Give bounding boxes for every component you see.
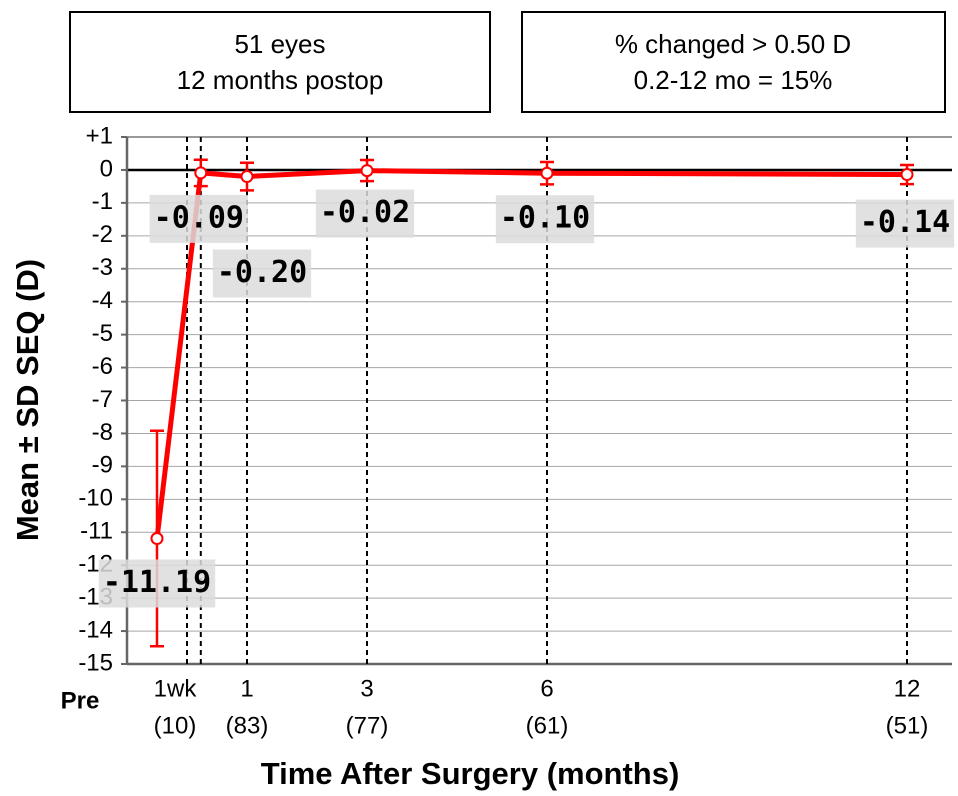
value-label-bg xyxy=(855,199,955,248)
point xyxy=(150,532,164,546)
point xyxy=(540,166,554,180)
y-tick-label: -1 xyxy=(92,188,113,215)
value-label: -0.09 xyxy=(154,200,244,235)
value-label: -0.10 xyxy=(500,201,590,236)
y-tick-label: -6 xyxy=(92,353,113,380)
x-tick-label: 3 xyxy=(360,675,373,702)
value-label-bg xyxy=(149,194,248,243)
x-tick-label: 1 xyxy=(240,675,253,702)
value-label-bg xyxy=(495,195,595,244)
y-tick-label: -2 xyxy=(92,221,113,248)
x-n-label: (51) xyxy=(886,712,929,739)
y-tick-label: 0 xyxy=(100,155,113,182)
y-tick-label: -10 xyxy=(78,485,113,512)
x-tick-label: 1wk xyxy=(154,675,198,702)
x-n-label: (61) xyxy=(526,712,569,739)
point xyxy=(194,166,208,180)
annotation: % changed > 0.50 D xyxy=(615,29,851,59)
x-tick-label: 12 xyxy=(894,675,921,702)
y-tick-label: -8 xyxy=(92,419,113,446)
point xyxy=(360,164,374,178)
point xyxy=(900,168,914,182)
y-tick-label: -9 xyxy=(92,452,113,479)
x-n-label: (83) xyxy=(226,712,269,739)
y-tick-label: -4 xyxy=(92,287,113,314)
value-label-bg xyxy=(98,559,216,608)
annotation-box xyxy=(69,11,491,113)
annotation: 51 eyes xyxy=(234,29,325,59)
annotation-box xyxy=(521,11,946,113)
y-tick-label: -7 xyxy=(92,386,113,413)
x-tick-label: 6 xyxy=(540,675,553,702)
y-tick-label: -3 xyxy=(92,254,113,281)
x-n-label: (77) xyxy=(346,712,389,739)
x-n-label: (10) xyxy=(154,712,197,739)
annotation: 12 months postop xyxy=(177,65,384,95)
value-label: -0.14 xyxy=(860,205,950,240)
value-label: -0.02 xyxy=(320,195,410,230)
value-label-bg xyxy=(212,249,312,298)
y-tick-label: +1 xyxy=(86,122,113,149)
y-tick-label: -11 xyxy=(80,518,113,545)
value-label-bg xyxy=(315,189,415,238)
annotation: 0.2-12 mo = 15% xyxy=(634,65,833,95)
value-label: -11.19 xyxy=(103,565,211,600)
value-label: -0.20 xyxy=(217,255,307,290)
x-tick-label: Pre xyxy=(61,687,100,714)
y-tick-label: -5 xyxy=(92,320,113,347)
point xyxy=(240,170,254,184)
y-axis-title: Mean ± SD SEQ (D) xyxy=(10,259,45,541)
y-tick-label: -14 xyxy=(78,616,113,643)
y-tick-label: -15 xyxy=(78,649,113,676)
x-axis-title: Time After Surgery (months) xyxy=(261,756,680,791)
